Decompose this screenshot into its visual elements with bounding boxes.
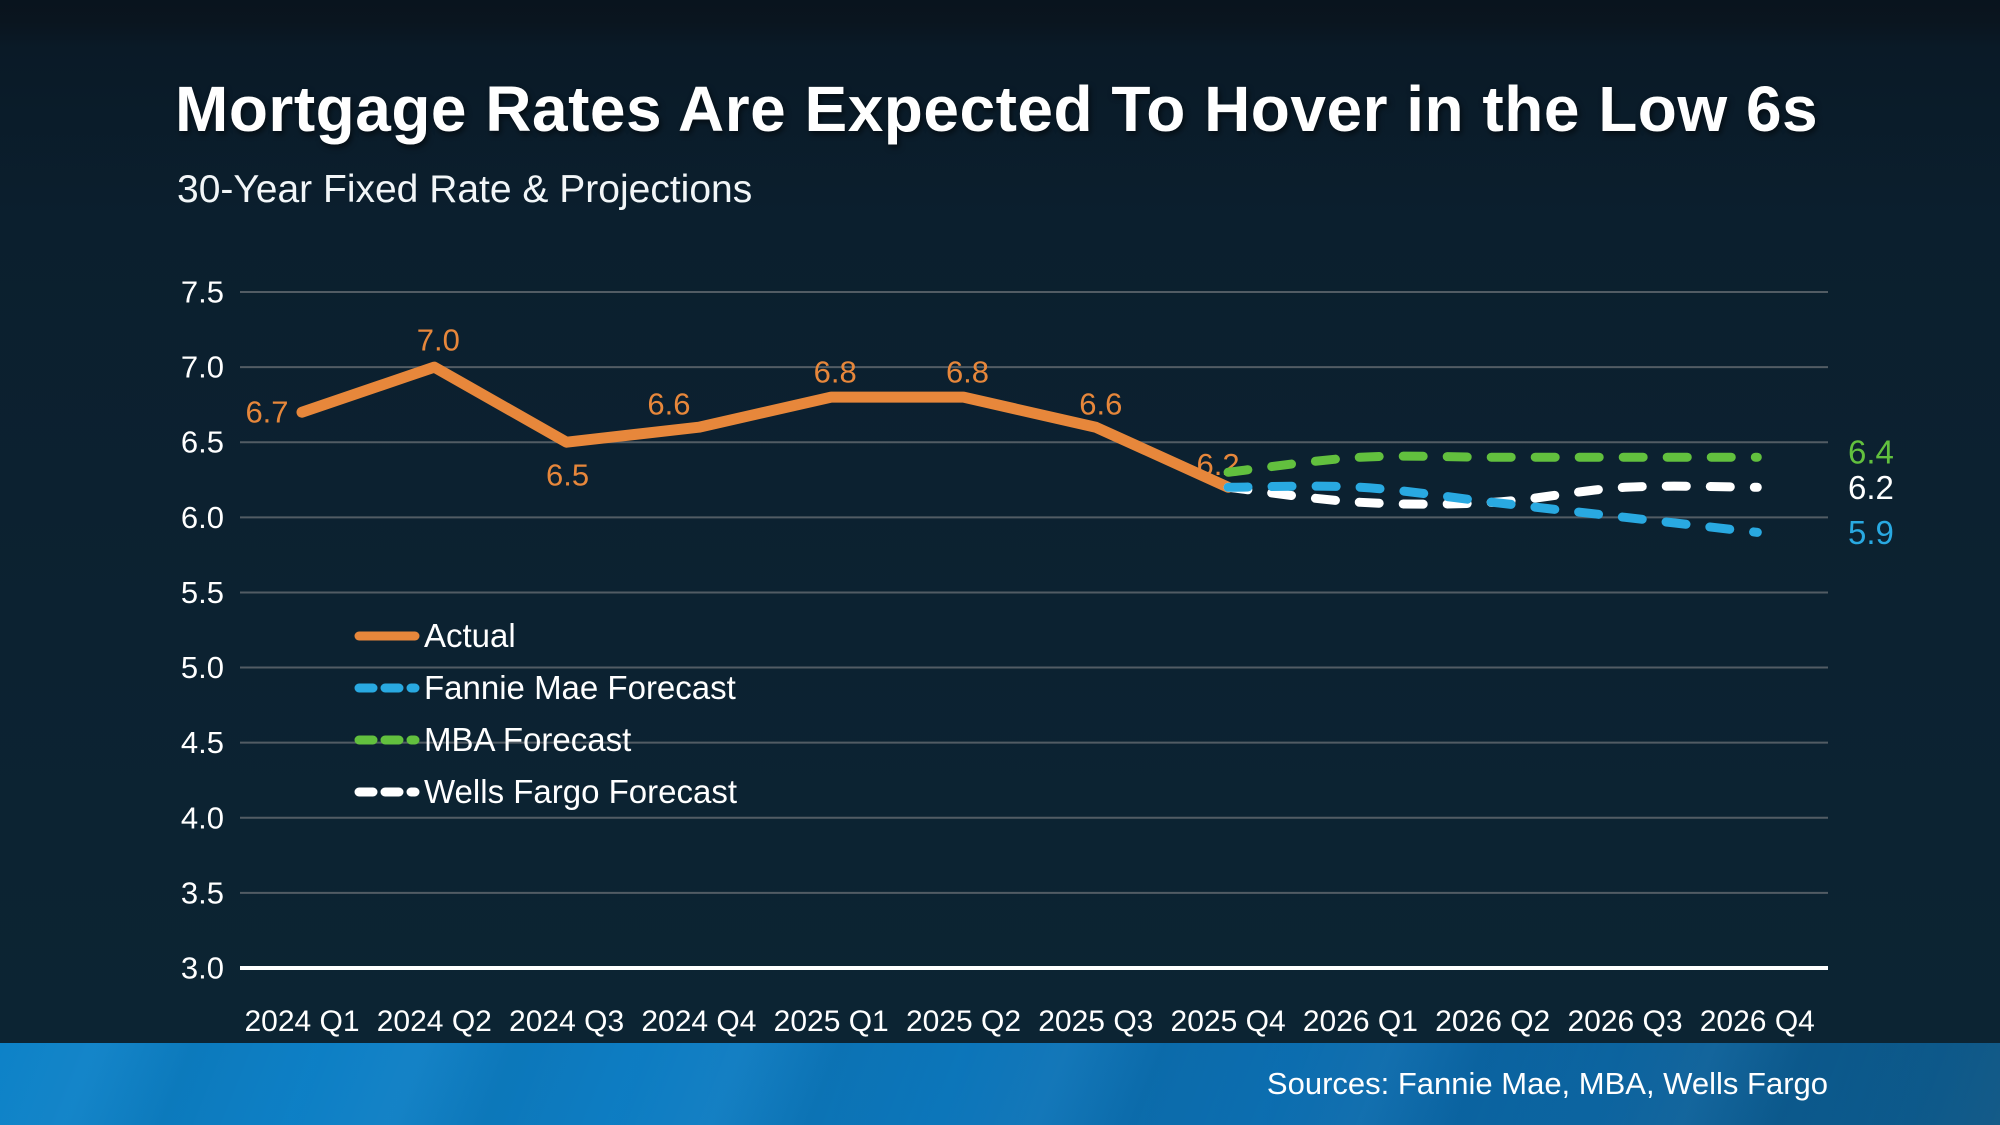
y-tick-label: 6.5 bbox=[181, 425, 224, 460]
data-label: 6.8 bbox=[814, 355, 857, 390]
data-label: 7.0 bbox=[417, 323, 460, 358]
data-label: 6.6 bbox=[1079, 387, 1122, 422]
page-subtitle: 30-Year Fixed Rate & Projections bbox=[177, 168, 753, 211]
legend-swatch-dashed-icon bbox=[354, 735, 420, 745]
y-axis-labels: 7.5 7.0 6.5 6.0 5.5 5.0 4.5 4.0 3.5 3.0 bbox=[181, 275, 224, 986]
y-tick-label: 4.5 bbox=[181, 725, 224, 760]
legend-label: Wells Fargo Forecast bbox=[424, 773, 737, 810]
data-label: 6.6 bbox=[647, 387, 690, 422]
y-tick-label: 3.0 bbox=[181, 951, 224, 986]
series-line bbox=[1223, 451, 1762, 477]
legend-item-fannie-mae-forecast: Fannie Mae Forecast bbox=[354, 662, 737, 714]
series-line bbox=[1223, 481, 1762, 537]
x-tick-label: 2024 Q2 bbox=[377, 1005, 492, 1038]
legend-swatch-dashed-icon bbox=[354, 683, 420, 693]
legend-label: Actual bbox=[424, 617, 516, 654]
legend-item-actual: Actual bbox=[354, 610, 737, 662]
x-tick-label: 2025 Q3 bbox=[1038, 1005, 1153, 1038]
y-tick-label: 7.5 bbox=[181, 275, 224, 310]
x-tick-label: 2025 Q4 bbox=[1171, 1005, 1286, 1038]
page-title: Mortgage Rates Are Expected To Hover in … bbox=[175, 73, 1819, 145]
series-mba-forecast: 6.4 bbox=[1223, 434, 1894, 477]
end-label: 6.4 bbox=[1848, 434, 1894, 471]
y-tick-label: 5.0 bbox=[181, 650, 224, 685]
source-text: Sources: Fannie Mae, MBA, Wells Fargo bbox=[1266, 1066, 1828, 1101]
x-tick-label: 2026 Q2 bbox=[1435, 1005, 1550, 1038]
y-tick-label: 5.5 bbox=[181, 575, 224, 610]
series-line bbox=[296, 361, 1234, 493]
x-tick-label: 2026 Q3 bbox=[1567, 1005, 1682, 1038]
x-tick-label: 2026 Q4 bbox=[1700, 1005, 1815, 1038]
legend-swatch-solid-icon bbox=[354, 631, 420, 641]
y-tick-label: 3.5 bbox=[181, 875, 224, 910]
x-axis-labels: 2024 Q1 2024 Q2 2024 Q3 2024 Q4 2025 Q1 2025 … bbox=[244, 1005, 1814, 1038]
x-tick-label: 2024 Q1 bbox=[244, 1005, 359, 1038]
y-tick-label: 4.0 bbox=[181, 800, 224, 835]
gridlines bbox=[240, 291, 1828, 970]
x-tick-label: 2026 Q1 bbox=[1303, 1005, 1418, 1038]
data-label: 6.2 bbox=[1197, 447, 1240, 482]
source-bar: Sources: Fannie Mae, MBA, Wells Fargo bbox=[0, 1043, 2000, 1125]
data-label: 6.8 bbox=[946, 355, 989, 390]
y-tick-label: 6.0 bbox=[181, 500, 224, 535]
data-label: 6.7 bbox=[245, 395, 288, 430]
end-label: 5.9 bbox=[1848, 514, 1894, 551]
series-fannie-mae-forecast: 5.9 bbox=[1223, 481, 1894, 551]
series-actual: 6.7 7.0 6.5 6.6 6.8 6.8 6.6 6.2 bbox=[245, 323, 1240, 493]
x-tick-label: 2024 Q4 bbox=[641, 1005, 756, 1038]
x-tick-label: 2025 Q2 bbox=[906, 1005, 1021, 1038]
legend-label: MBA Forecast bbox=[424, 721, 632, 758]
data-label: 6.5 bbox=[546, 458, 589, 493]
legend-label: Fannie Mae Forecast bbox=[424, 669, 736, 706]
chart-legend: Actual Fannie Mae Forecast MBA Forecast Wel… bbox=[354, 610, 737, 818]
y-tick-label: 7.0 bbox=[181, 350, 224, 385]
legend-item-wells-fargo-forecast: Wells Fargo Forecast bbox=[354, 766, 737, 818]
x-tick-label: 2025 Q1 bbox=[774, 1005, 889, 1038]
x-tick-label: 2024 Q3 bbox=[509, 1005, 624, 1038]
legend-item-mba-forecast: MBA Forecast bbox=[354, 714, 737, 766]
end-label: 6.2 bbox=[1848, 469, 1894, 506]
legend-swatch-dashed-icon bbox=[354, 787, 420, 797]
